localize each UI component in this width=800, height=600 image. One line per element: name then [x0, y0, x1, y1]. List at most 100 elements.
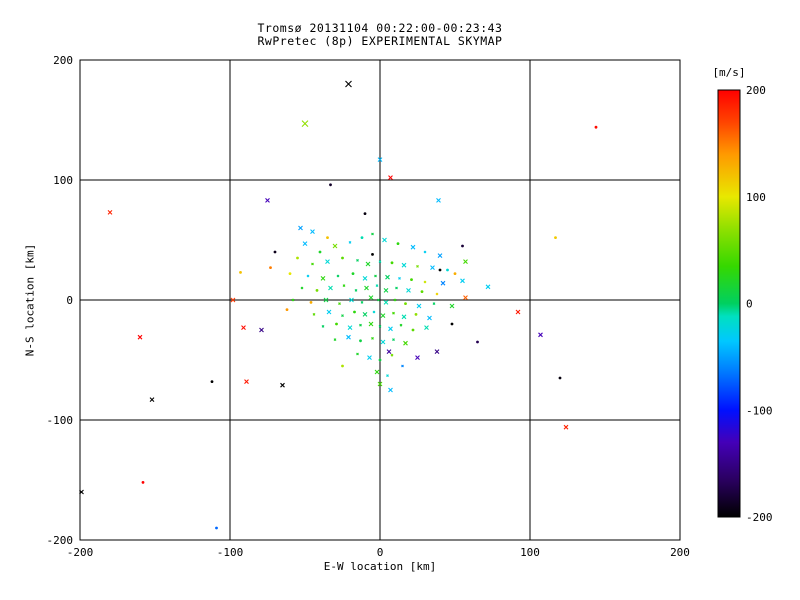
scatter-point [440, 280, 446, 286]
scatter-point [378, 260, 382, 263]
scatter-point [371, 232, 374, 236]
scatter-point [388, 175, 393, 180]
scatter-point-stroke [368, 321, 374, 327]
scatter-point [399, 323, 403, 327]
scatter-point-stroke [406, 288, 411, 293]
x-tick-label: 100 [520, 546, 540, 559]
scatter-point-stroke [372, 310, 376, 314]
scatter-point [410, 278, 413, 281]
scatter-point [300, 286, 304, 290]
scatter-point-stroke [395, 286, 398, 290]
scatter-point-stroke [434, 349, 440, 354]
scatter-point [320, 276, 326, 281]
scatter-point-stroke [388, 326, 393, 332]
scatter-point [310, 229, 315, 234]
scatter-point [388, 326, 393, 332]
scatter-point [371, 253, 374, 256]
scatter-point-stroke [385, 274, 390, 280]
scatter-point [364, 285, 369, 291]
scatter-point-stroke [301, 120, 309, 127]
scatter-point [328, 285, 333, 291]
scatter-point [450, 322, 454, 326]
scatter-point [326, 309, 332, 315]
scatter-point [333, 338, 337, 341]
scatter-point-stroke [463, 259, 468, 264]
scatter-point [388, 387, 393, 393]
colorbar-tick-label: 200 [746, 84, 766, 97]
scatter-point [241, 325, 246, 330]
scatter-point [79, 489, 84, 495]
scatter-point-stroke [435, 292, 439, 296]
scatter-point [354, 289, 358, 292]
scatter-point-stroke [423, 280, 427, 284]
scatter-point [362, 276, 368, 281]
y-tick-label: 200 [53, 54, 73, 67]
scatter-point-stroke [430, 265, 435, 270]
scatter-point-stroke [356, 259, 359, 262]
scatter-point [360, 236, 364, 240]
scatter-point-stroke [359, 323, 362, 327]
scatter-point-stroke [416, 303, 422, 309]
x-tick-label: -200 [67, 546, 94, 559]
plot-frame [79, 59, 681, 541]
scatter-point [446, 268, 449, 272]
scatter-point [332, 243, 338, 249]
scatter-point-stroke [137, 334, 143, 340]
scatter-point-stroke [374, 369, 380, 375]
scatter-point [385, 274, 390, 280]
scatter-point [368, 295, 374, 300]
scatter-point-stroke [259, 327, 264, 333]
scatter-point [383, 288, 389, 293]
scatter-point [538, 332, 543, 338]
scatter-point-stroke [392, 338, 395, 341]
scatter-point [321, 325, 325, 328]
scatter-point [392, 311, 395, 315]
scatter-point-stroke [386, 374, 389, 377]
scatter-point-stroke [401, 314, 407, 320]
scatter-point [594, 125, 598, 129]
scatter-point-stroke [538, 332, 543, 338]
scatter-point [390, 353, 394, 357]
scatter-point [215, 526, 218, 530]
y-axis-label: N-S location [km] [23, 243, 37, 357]
scatter-point [365, 261, 371, 267]
scatter-point [414, 313, 418, 316]
scatter-point [410, 244, 416, 250]
scatter-point-stroke [362, 276, 368, 281]
scatter-point-stroke [377, 381, 383, 387]
scatter-point [406, 288, 411, 293]
scatter-point [395, 286, 398, 290]
scatter-point [453, 272, 457, 275]
scatter-point [288, 272, 292, 275]
scatter-point-stroke [463, 295, 468, 300]
scatter-point [280, 382, 285, 388]
scatter-point [378, 358, 382, 362]
scatter-point-stroke [311, 262, 314, 266]
scatter-point [382, 237, 387, 243]
scatter-point-stroke [374, 274, 377, 278]
scatter-point-stroke [310, 229, 315, 234]
scatter-point [371, 337, 374, 340]
scatter-point [374, 274, 377, 278]
scatter-point [326, 236, 329, 240]
scatter-point [386, 374, 389, 377]
scatter-point-stroke [241, 325, 246, 330]
scatter-point [265, 198, 270, 203]
scatter-point-stroke [320, 276, 326, 281]
scatter-point-stroke [398, 277, 401, 280]
scatter-point-stroke [312, 313, 316, 316]
scatter-point [302, 241, 308, 246]
scatter-point [420, 290, 424, 293]
scatter-point [141, 481, 145, 484]
scatter-point-stroke [388, 175, 393, 180]
scatter-point-stroke [403, 340, 408, 346]
scatter-point-stroke [386, 349, 392, 354]
scatter-point [437, 253, 443, 258]
scatter-point [476, 340, 479, 344]
scatter-point [107, 210, 113, 215]
scatter-point-stroke [380, 313, 386, 318]
scatter-point [401, 262, 407, 268]
scatter-point-stroke [364, 285, 369, 291]
